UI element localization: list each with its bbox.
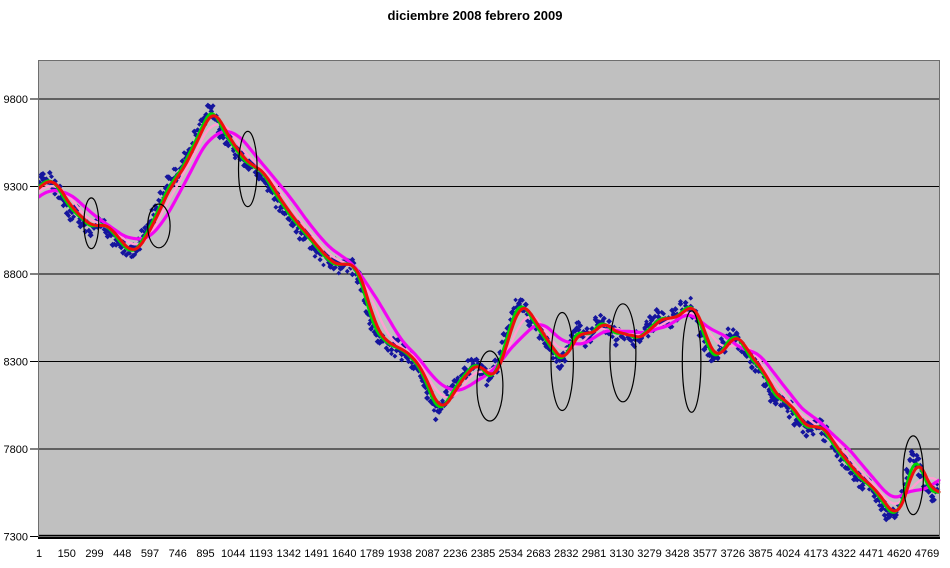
y-tick-label: 8800 xyxy=(4,269,28,281)
x-tick-label: 1491 xyxy=(304,548,328,560)
y-tick-label: 9800 xyxy=(4,94,28,106)
y-axis-labels: 9800 9300 8800 8300 7800 7300 xyxy=(4,94,28,544)
x-tick-label: 3875 xyxy=(748,548,772,560)
annotation-ellipse xyxy=(902,435,924,516)
annotation-ellipse xyxy=(83,197,100,250)
annotation-ellipses xyxy=(83,130,924,516)
x-axis-labels: 1 150 299 448 597 746 895 1044 1193 1342 1491 1640 1… xyxy=(36,548,939,560)
y-tick-label: 7800 xyxy=(4,444,28,456)
y-tick-label: 8300 xyxy=(4,357,28,369)
x-tick-label: 1193 xyxy=(249,548,273,560)
x-tick-label: 2981 xyxy=(582,548,606,560)
x-tick-label: 2087 xyxy=(415,548,439,560)
plot-area xyxy=(38,60,940,537)
x-tick-label: 1 xyxy=(36,548,42,560)
annotation-ellipse xyxy=(550,311,574,412)
x-tick-label: 299 xyxy=(85,548,103,560)
x-tick-label: 4173 xyxy=(804,548,828,560)
annotation-ellipse xyxy=(237,130,258,208)
x-tick-label: 3130 xyxy=(610,548,634,560)
x-tick-label: 2832 xyxy=(554,548,578,560)
x-tick-label: 2534 xyxy=(499,548,523,560)
y-tick-label: 7300 xyxy=(4,532,28,544)
y-tick-label: 9300 xyxy=(4,182,28,194)
x-tick-label: 4471 xyxy=(859,548,883,560)
annotation-ellipse xyxy=(681,310,702,413)
x-tick-label: 1938 xyxy=(388,548,412,560)
x-tick-label: 1789 xyxy=(360,548,384,560)
x-tick-label: 4620 xyxy=(887,548,911,560)
x-tick-label: 1342 xyxy=(277,548,301,560)
x-tick-label: 3279 xyxy=(637,548,661,560)
x-tick-label: 150 xyxy=(58,548,76,560)
x-tick-label: 597 xyxy=(141,548,159,560)
x-tick-label: 2683 xyxy=(526,548,550,560)
x-tick-label: 1044 xyxy=(221,548,245,560)
x-tick-label: 3577 xyxy=(693,548,717,560)
x-tick-label: 2236 xyxy=(443,548,467,560)
x-tick-label: 3726 xyxy=(721,548,745,560)
annotation-ellipse xyxy=(609,303,637,403)
x-tick-label: 3428 xyxy=(665,548,689,560)
plot-border xyxy=(38,60,940,537)
x-tick-label: 4769 xyxy=(915,548,939,560)
x-tick-label: 746 xyxy=(169,548,187,560)
x-tick-label: 895 xyxy=(196,548,214,560)
x-tick-label: 448 xyxy=(113,548,131,560)
chart-title: diciembre 2008 febrero 2009 xyxy=(387,8,563,23)
annotation-ellipse xyxy=(147,203,171,249)
x-tick-label: 4322 xyxy=(832,548,856,560)
annotation-ellipse xyxy=(476,350,504,422)
x-tick-label: 4024 xyxy=(776,548,800,560)
ma-pink-line xyxy=(38,122,941,505)
x-tick-label: 2385 xyxy=(471,548,495,560)
ma-red-line xyxy=(38,114,941,513)
x-tick-label: 1640 xyxy=(332,548,356,560)
